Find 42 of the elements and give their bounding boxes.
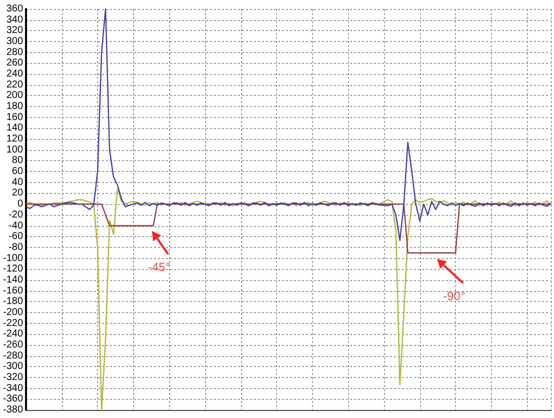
y-tick-label: 120 (6, 134, 24, 145)
y-tick-label: -160 (3, 285, 24, 296)
y-tick-label: -80 (8, 242, 24, 253)
y-tick-label: 360 (6, 4, 24, 14)
y-tick-label: 180 (6, 101, 24, 112)
y-tick-label: -280 (3, 350, 24, 362)
line-series (25, 203, 552, 254)
y-tick-label: 220 (6, 79, 24, 90)
y-tick-label: 140 (6, 122, 24, 134)
y-tick-label: -40 (8, 220, 24, 232)
y-tick-label: -260 (3, 339, 24, 350)
y-tick-label: 320 (6, 25, 24, 36)
y-tick-label: -320 (3, 372, 24, 383)
annotation: -90° (443, 289, 466, 303)
y-tick-label: 20 (12, 188, 24, 199)
y-tick-label: 280 (6, 46, 24, 58)
y-tick-label: -20 (8, 209, 24, 220)
y-tick-label: -220 (3, 318, 24, 329)
y-tick-label: -300 (3, 361, 24, 372)
y-tick-label: -340 (3, 382, 24, 394)
y-tick-label: 40 (12, 176, 24, 188)
y-tick-label: -180 (3, 296, 24, 308)
y-tick-label: 340 (6, 14, 24, 26)
y-tick-label: -140 (3, 274, 24, 286)
y-tick-label: 80 (12, 155, 24, 166)
y-tick-label: 260 (6, 58, 24, 69)
y-tick-label: -60 (8, 231, 24, 242)
y-tick-label: -360 (3, 394, 24, 405)
y-tick-label: 0 (17, 198, 24, 210)
y-tick-label: 160 (6, 112, 24, 123)
y-tick-label: -200 (3, 306, 24, 318)
y-tick-label: -240 (3, 328, 24, 340)
y-tick-label: 300 (6, 36, 24, 48)
y-tick-label: 240 (6, 68, 24, 80)
y-tick-label: 60 (12, 166, 24, 178)
y-tick-label: -100 (3, 252, 24, 264)
annotation: -45° (148, 260, 170, 274)
y-tick-label: -380 (3, 404, 24, 416)
y-tick-label: 100 (6, 144, 24, 156)
line-series (25, 188, 552, 411)
y-tick-label: -120 (3, 264, 24, 275)
y-tick-label: 200 (6, 90, 24, 102)
